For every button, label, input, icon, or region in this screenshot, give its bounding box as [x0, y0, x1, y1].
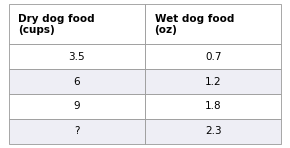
Bar: [145, 4, 281, 44]
Bar: [145, 119, 281, 144]
Bar: [9, 69, 145, 94]
Text: Dry dog food
(cups): Dry dog food (cups): [18, 14, 95, 35]
Bar: [145, 69, 281, 94]
Text: 9: 9: [74, 101, 80, 111]
Bar: [9, 94, 145, 119]
Bar: [9, 44, 145, 69]
Bar: [145, 94, 281, 119]
Text: 6: 6: [74, 77, 80, 87]
Text: 3.5: 3.5: [68, 52, 85, 62]
Text: 2.3: 2.3: [205, 126, 222, 136]
Text: 1.2: 1.2: [205, 77, 222, 87]
Bar: [9, 119, 145, 144]
Text: ?: ?: [74, 126, 79, 136]
Text: 0.7: 0.7: [205, 52, 221, 62]
Text: Wet dog food
(oz): Wet dog food (oz): [155, 14, 234, 35]
Bar: [9, 4, 145, 44]
Text: 1.8: 1.8: [205, 101, 222, 111]
Bar: [145, 44, 281, 69]
